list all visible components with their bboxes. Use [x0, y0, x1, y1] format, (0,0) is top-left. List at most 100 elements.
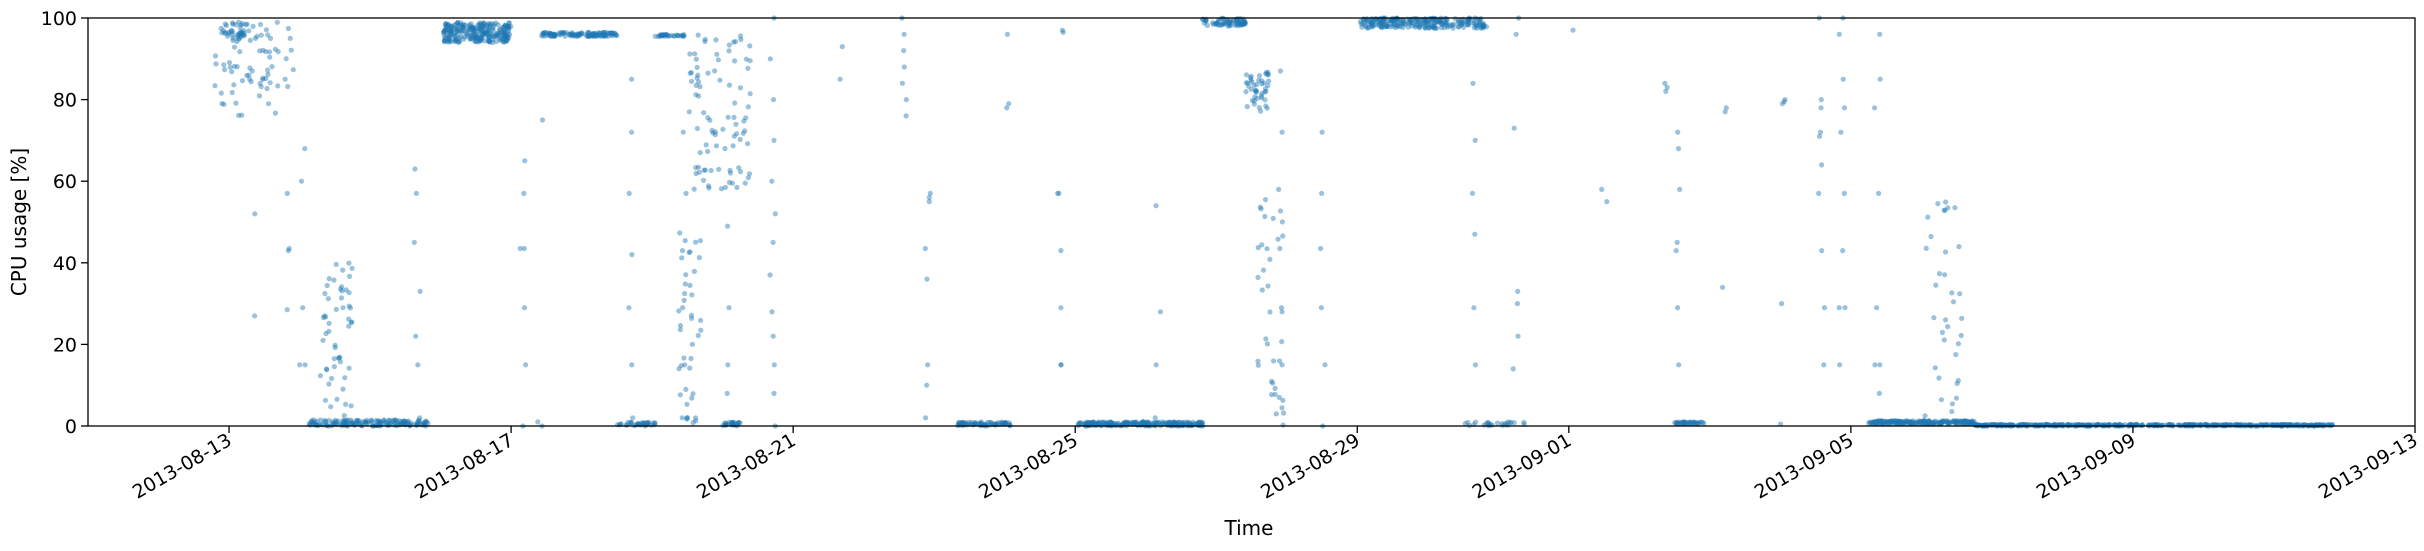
data-point	[1144, 419, 1150, 425]
data-point	[577, 32, 583, 39]
data-point	[331, 364, 337, 370]
data-point	[1782, 97, 1788, 103]
data-point	[556, 32, 562, 38]
data-point	[1259, 287, 1265, 293]
data-point	[505, 23, 511, 29]
data-point	[1942, 272, 1948, 278]
data-point	[1258, 108, 1264, 114]
data-point	[541, 30, 547, 36]
data-point	[1241, 19, 1247, 25]
data-point	[585, 29, 591, 35]
data-point	[457, 22, 463, 29]
data-point	[572, 33, 579, 39]
data-point	[448, 38, 454, 44]
data-point	[1155, 420, 1161, 426]
data-point	[1925, 214, 1931, 220]
data-point	[979, 421, 985, 427]
data-point	[263, 49, 269, 55]
data-point	[493, 33, 499, 39]
data-point	[738, 36, 744, 43]
data-point	[770, 97, 777, 103]
data-point	[635, 420, 641, 426]
data-point	[1949, 401, 1955, 407]
data-point	[1821, 305, 1828, 311]
data-point	[625, 419, 631, 426]
data-point	[363, 420, 369, 426]
data-point	[483, 30, 489, 37]
data-point	[586, 33, 592, 39]
data-point	[505, 24, 511, 30]
data-point	[613, 32, 619, 38]
data-point	[1095, 420, 1101, 426]
data-point	[465, 31, 471, 37]
data-point	[1152, 420, 1159, 426]
x-tick-label: 2013-09-13	[2315, 429, 2422, 503]
data-point	[1936, 375, 1942, 381]
data-point	[987, 419, 993, 425]
data-point	[2233, 422, 2239, 428]
data-point	[469, 26, 475, 33]
data-point	[447, 29, 454, 35]
x-tick-label: 2013-08-21	[693, 429, 800, 503]
data-point	[441, 33, 447, 39]
data-point	[448, 23, 454, 29]
data-point	[230, 21, 236, 27]
data-point	[650, 420, 656, 426]
data-point	[2301, 422, 2307, 428]
data-point	[337, 354, 343, 360]
data-point	[726, 82, 733, 88]
data-point	[1196, 419, 1202, 425]
data-point	[467, 26, 473, 33]
data-point	[490, 37, 496, 43]
data-point	[249, 68, 255, 74]
data-point	[1089, 421, 1095, 427]
data-point	[671, 33, 677, 39]
data-point	[561, 30, 567, 36]
data-point	[459, 22, 465, 28]
data-point	[1489, 422, 1495, 428]
data-point	[355, 418, 361, 424]
data-point	[504, 24, 510, 30]
data-point	[346, 316, 352, 322]
data-point	[444, 24, 450, 30]
data-point	[246, 72, 252, 78]
data-point	[1085, 420, 1091, 426]
data-point	[1132, 419, 1138, 425]
y-tick-label: 100	[41, 8, 77, 30]
data-point	[601, 33, 607, 39]
data-point	[1086, 421, 1092, 427]
data-point	[355, 421, 361, 427]
data-point	[247, 37, 253, 44]
data-point	[347, 421, 353, 427]
data-point	[488, 20, 495, 26]
data-point	[496, 27, 502, 33]
data-point	[693, 415, 699, 421]
data-point	[454, 27, 461, 34]
data-point	[734, 131, 740, 137]
data-point	[1265, 283, 1271, 289]
data-point	[552, 33, 558, 39]
data-point	[332, 420, 338, 426]
data-point	[399, 419, 405, 425]
data-point	[338, 286, 344, 292]
data-point	[714, 51, 720, 57]
data-point	[1197, 419, 1203, 425]
data-point	[1194, 421, 1200, 427]
data-point	[693, 165, 699, 171]
data-point	[992, 422, 998, 428]
data-point	[614, 33, 620, 39]
data-point	[546, 31, 552, 37]
data-point	[629, 76, 635, 82]
data-point	[1876, 190, 1882, 196]
data-point	[575, 32, 581, 39]
data-point	[506, 20, 512, 26]
data-point	[501, 26, 507, 32]
data-point	[1277, 245, 1283, 252]
data-point	[504, 36, 510, 43]
data-point	[284, 190, 290, 196]
data-point	[403, 420, 409, 426]
data-point	[236, 19, 242, 25]
data-point	[732, 100, 738, 106]
data-point	[560, 30, 566, 36]
data-point	[586, 33, 592, 39]
